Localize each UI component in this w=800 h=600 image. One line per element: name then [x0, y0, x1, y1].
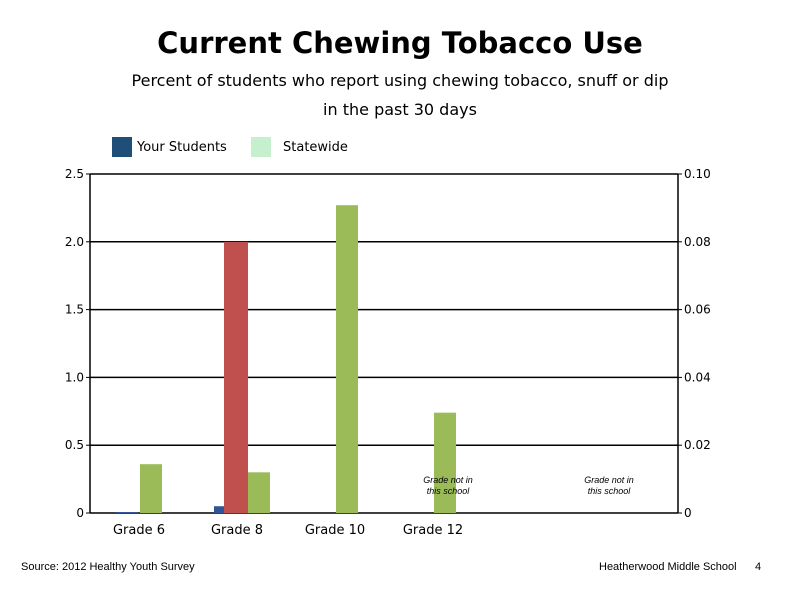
category-label: Grade 6	[113, 523, 165, 538]
category-label: Grade 10	[305, 523, 365, 538]
right-tick-label: 0.10	[684, 167, 711, 181]
legend-label-statewide: Statewide	[283, 139, 348, 155]
bar-highlight	[224, 241, 248, 514]
bar-statewide	[336, 205, 358, 514]
bar-your-students	[116, 512, 138, 513]
category-label: Grade 12	[403, 523, 463, 538]
left-tick-label: 2.5	[65, 167, 84, 181]
legend-swatch-statewide	[251, 137, 271, 157]
note-grade-not-in-school-1: Grade not in this school	[413, 475, 483, 497]
right-tick-label: 0.02	[684, 438, 711, 452]
right-tick-label: 0.08	[684, 235, 711, 249]
note-1-line-1: Grade not in	[423, 475, 473, 485]
left-tick-label: 1.0	[65, 370, 84, 384]
right-tick-label: 0	[684, 506, 692, 520]
bar-statewide	[248, 472, 270, 513]
note-2-line-1: Grade not in	[584, 475, 634, 485]
chart-title: Current Chewing Tobacco Use	[157, 26, 643, 60]
subtitle-line-1: Percent of students who report using che…	[131, 71, 669, 90]
legend-swatch-your-students	[112, 137, 132, 157]
note-1-line-2: this school	[426, 486, 470, 496]
left-tick-label: 1.5	[65, 303, 84, 317]
left-tick-label: 0	[76, 506, 84, 520]
right-tick-label: 0.04	[684, 370, 711, 384]
left-tick-label: 0.5	[65, 438, 84, 452]
subtitle-line-2: in the past 30 days	[323, 100, 477, 119]
right-tick-label: 0.06	[684, 303, 711, 317]
legend-your-students: Your Students	[112, 137, 227, 157]
bar-statewide	[434, 412, 456, 513]
left-tick-label: 2.0	[65, 235, 84, 249]
school-name: Heatherwood Middle School	[599, 561, 737, 573]
category-label: Grade 8	[211, 523, 263, 538]
page-number: 4	[755, 561, 762, 573]
legend-statewide: Statewide	[251, 137, 348, 157]
legend-label-your-students: Your Students	[137, 139, 227, 155]
chart-subtitle: Percent of students who report using che…	[0, 66, 800, 124]
bar-statewide	[140, 464, 162, 513]
note-2-line-2: this school	[587, 486, 631, 496]
note-grade-not-in-school-2: Grade not in this school	[574, 475, 644, 497]
source-note: Source: 2012 Healthy Youth Survey	[21, 561, 195, 573]
